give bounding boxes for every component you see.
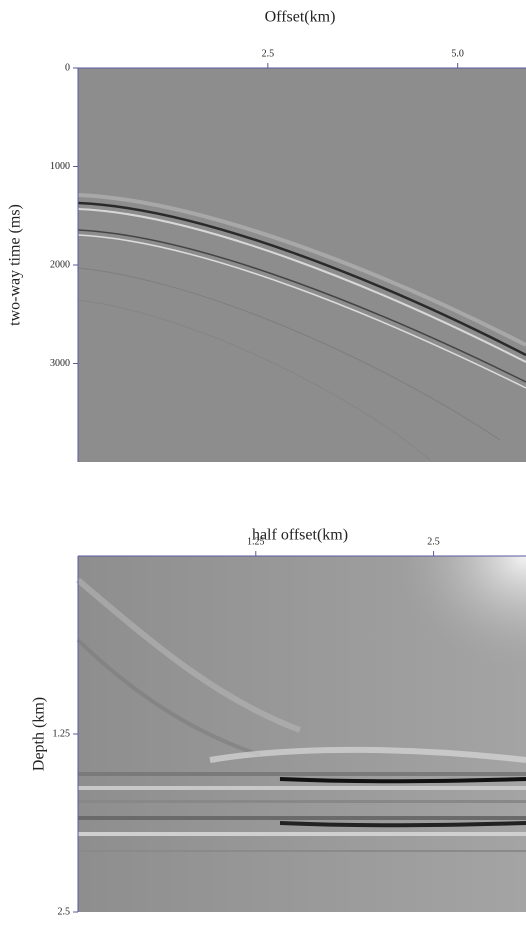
y-axis-label: Depth (km) xyxy=(31,697,48,771)
y-tick-label: 1000 xyxy=(50,161,70,172)
y-tick-label: 0 xyxy=(65,62,70,73)
x-tick-label: 5.0 xyxy=(451,48,464,59)
x-tick-label: 2.5 xyxy=(262,48,275,59)
y-axis-label: two-way time (ms) xyxy=(7,204,24,326)
x-axis-label: Offset(km) xyxy=(265,9,336,26)
migrated-image xyxy=(76,556,526,912)
x-tick-label: 1.25 xyxy=(247,536,265,547)
y-tick-label: 2000 xyxy=(50,259,70,270)
x-tick-label: 2.5 xyxy=(427,536,440,547)
y-tick-label: 1.25 xyxy=(53,728,71,739)
x-axis-label: half offset(km) xyxy=(252,527,348,544)
y-tick-label: 3000 xyxy=(50,358,70,369)
seismic-gather xyxy=(77,68,526,462)
y-tick-label: 2.5 xyxy=(58,906,71,917)
